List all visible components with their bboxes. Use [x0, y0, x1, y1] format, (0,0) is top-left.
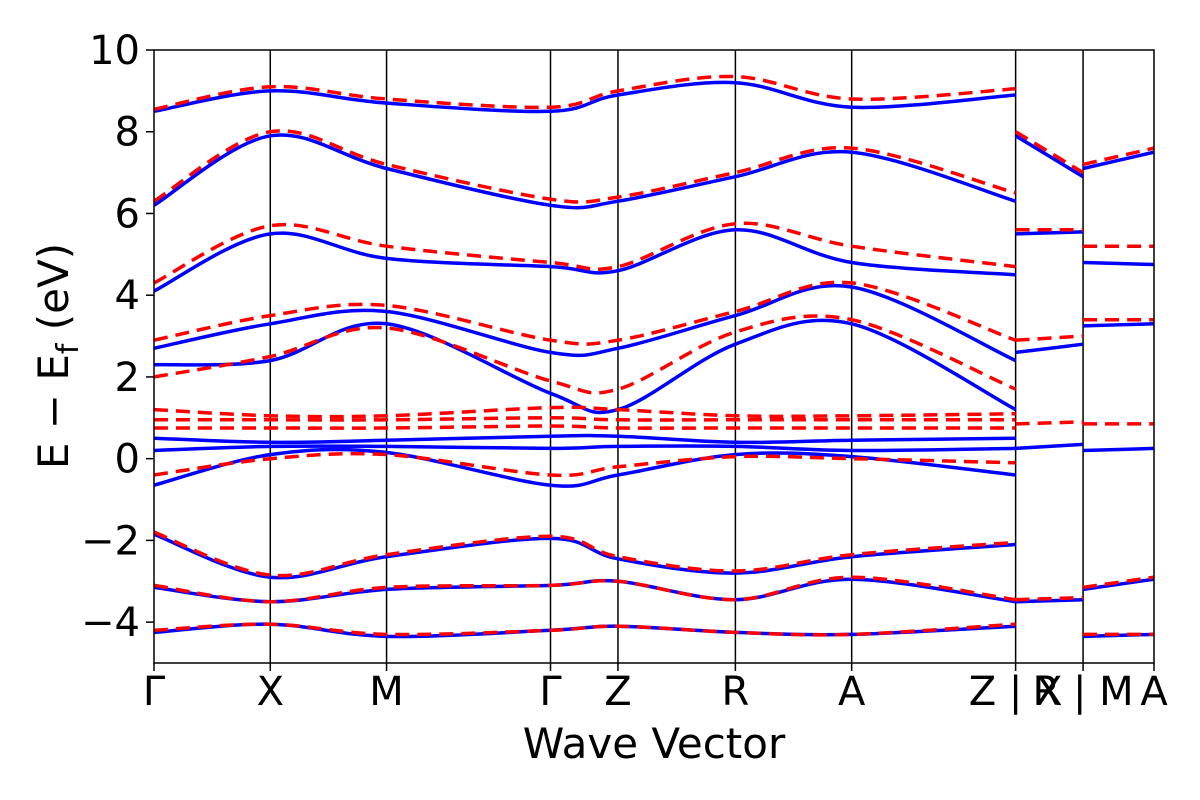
x-tick-label: R	[721, 669, 749, 715]
y-tick-label: 6	[115, 191, 140, 237]
band-line	[1015, 230, 1084, 236]
kpoint-divider-lines	[269, 50, 1084, 663]
band-line	[154, 74, 1016, 112]
band-line	[154, 284, 1017, 363]
band-line	[154, 280, 1017, 346]
plot-frame	[153, 49, 1155, 664]
y-axis-ticks: −4 −2 0 2 4 6 8 10	[81, 28, 154, 646]
band-line	[154, 228, 1016, 293]
dashed-bands-series	[154, 74, 1154, 637]
solid-bands-series	[154, 80, 1154, 639]
band-line	[1083, 322, 1154, 328]
x-tick-label: Γ	[143, 669, 166, 715]
band-line	[154, 622, 1016, 639]
bands-group	[154, 74, 1154, 639]
band-line	[154, 221, 1016, 285]
band-line	[154, 433, 1016, 445]
band-line	[1082, 150, 1154, 171]
x-tick-label: Z	[604, 669, 631, 715]
band-line	[154, 416, 1016, 422]
y-tick-label: 8	[115, 110, 140, 156]
y-axis-label: E − Ef (eV)	[29, 243, 86, 469]
band-line	[154, 451, 1016, 478]
band-line	[1015, 442, 1084, 451]
band-line	[1083, 446, 1154, 453]
band-line	[1082, 577, 1154, 592]
band-line	[154, 133, 1017, 210]
band-line	[1014, 130, 1085, 175]
x-tick-label: A	[838, 669, 866, 715]
band-line	[154, 575, 1016, 604]
x-tick-label: Γ	[539, 669, 562, 715]
y-tick-label: −2	[81, 518, 140, 564]
y-tick-label: 2	[115, 355, 140, 401]
x-tick-label: A	[1140, 669, 1168, 715]
x-axis-label: Wave Vector	[523, 719, 786, 768]
band-line	[1015, 597, 1084, 604]
y-tick-label: −4	[81, 600, 140, 646]
band-line	[154, 129, 1017, 204]
band-line	[154, 405, 1016, 419]
band-line	[1015, 595, 1084, 602]
band-line	[154, 530, 1016, 578]
band-line	[154, 447, 1016, 488]
band-line	[154, 577, 1016, 604]
band-line	[154, 80, 1016, 114]
x-tick-label: X	[257, 669, 284, 715]
band-line	[1082, 575, 1154, 590]
y-tick-label: 0	[115, 437, 140, 483]
band-line	[1014, 134, 1085, 179]
x-tick-label: Z | X	[969, 669, 1063, 715]
band-line	[154, 444, 1016, 453]
band-line	[154, 532, 1016, 580]
band-line	[1083, 260, 1154, 267]
band-line	[1082, 146, 1154, 167]
band-line	[1015, 420, 1084, 426]
band-line	[154, 314, 1017, 395]
y-tick-label: 4	[115, 273, 140, 319]
y-tick-label: 10	[89, 28, 140, 74]
x-tick-label: R | M	[1032, 669, 1133, 715]
band-line	[154, 424, 1016, 430]
band-line	[154, 318, 1017, 415]
x-tick-label: M	[369, 669, 404, 715]
band-line	[1015, 334, 1084, 342]
band-line	[1015, 342, 1084, 355]
